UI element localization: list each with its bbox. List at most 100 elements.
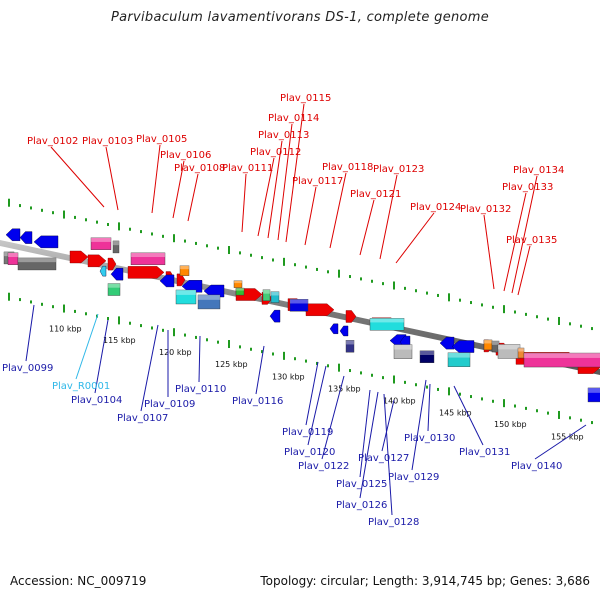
bottom-leader-line [534, 424, 587, 460]
top-leader-line [329, 172, 347, 249]
bottom-gene-label: Plav_0131 [459, 447, 510, 458]
top-gene-label: Plav_0133 [502, 182, 553, 193]
gene-features [3, 228, 600, 403]
top-leader-line [277, 123, 293, 241]
forward-gene-arrow [127, 266, 165, 279]
gene-box [233, 280, 243, 288]
map-title: Parvibaculum lavamentivorans DS-1, compl… [110, 10, 490, 25]
top-gene-label: Plav_0103 [82, 136, 133, 147]
forward-gene-arrow [305, 303, 335, 316]
tick-label: 130 kbp [272, 372, 305, 381]
top-leader-line [241, 173, 247, 233]
gene-box [483, 339, 493, 351]
bottom-leader-line [321, 375, 345, 460]
gene-box [197, 294, 221, 310]
gene-box [345, 340, 355, 353]
gene-box [393, 344, 413, 359]
gene-box [447, 352, 471, 367]
bottom-gene-label: Plav_R0001 [52, 381, 110, 392]
gene-box [90, 237, 112, 250]
bottom-gene-label: Plav_0122 [298, 461, 349, 472]
top-leader-line [151, 144, 161, 214]
reverse-gene-arrow [5, 228, 21, 241]
bottom-leader-line [25, 304, 35, 362]
bottom-gene-label: Plav_0120 [284, 447, 335, 458]
forward-gene-arrow [69, 250, 89, 264]
top-leader-line [304, 186, 317, 246]
bottom-leader-line [305, 361, 319, 426]
bottom-gene-label: Plav_0140 [511, 461, 562, 472]
top-leader-line [379, 174, 398, 260]
gene-box [179, 265, 190, 276]
top-gene-label: Plav_0135 [506, 235, 557, 246]
tick-label: 150 kbp [494, 420, 527, 429]
reverse-gene-arrow [329, 323, 339, 335]
gene-box [497, 344, 521, 359]
top-gene-label: Plav_0112 [250, 147, 301, 158]
gene-box [270, 291, 280, 303]
reverse-gene-arrow [33, 235, 59, 249]
top-gene-label: Plav_0106 [160, 150, 211, 161]
bottom-leader-line [359, 391, 379, 499]
bottom-leader-line [75, 313, 99, 380]
top-leader-line [172, 160, 185, 219]
top-gene-label: Plav_0108 [174, 163, 225, 174]
top-gene-label: Plav_0118 [322, 162, 373, 173]
reverse-gene-arrow [159, 274, 175, 288]
reverse-gene-arrow [339, 325, 349, 337]
top-leader-line [257, 157, 275, 237]
reverse-gene-arrow [203, 284, 225, 298]
top-gene-label: Plav_0121 [350, 189, 401, 200]
bottom-leader-line [198, 335, 201, 383]
bottom-leader-line [427, 383, 431, 432]
top-leader-line [511, 175, 538, 294]
reverse-gene-arrow [269, 309, 281, 323]
top-leader-line [483, 214, 495, 290]
bottom-gene-label: Plav_0126 [336, 500, 387, 511]
top-leader-line [285, 103, 305, 243]
accession-text: Accession: NC_009719 [10, 574, 147, 588]
reverse-gene-arrow [19, 231, 33, 244]
forward-gene-arrow [87, 254, 107, 268]
gene-box [112, 240, 120, 254]
bottom-gene-label: Plav_0125 [336, 479, 387, 490]
tick-label: 120 kbp [159, 348, 192, 357]
gene-box [107, 283, 121, 296]
bottom-gene-label: Plav_0104 [71, 395, 122, 406]
top-gene-label: Plav_0102 [27, 136, 78, 147]
top-gene-label: Plav_0111 [222, 163, 273, 174]
forward-gene-arrow [107, 257, 117, 271]
bottom-gene-label: Plav_0116 [232, 396, 283, 407]
top-gene-label: Plav_0114 [268, 113, 319, 124]
top-leader-line [517, 245, 531, 296]
top-gene-label: Plav_0134 [513, 165, 564, 176]
bottom-leader-line [140, 324, 159, 412]
bottom-gene-label: Plav_0109 [144, 399, 195, 410]
genome-summary-text: Topology: circular; Length: 3,914,745 bp… [260, 574, 590, 588]
reverse-gene-arrow [110, 267, 124, 281]
tick-label: 115 kbp [103, 336, 136, 345]
gene-box [587, 387, 600, 403]
reverse-gene-arrow [99, 265, 107, 277]
top-gene-label: Plav_0132 [460, 204, 511, 215]
gene-box [7, 252, 19, 265]
top-leader-line [187, 173, 199, 222]
bottom-gene-label: Plav_0130 [404, 433, 455, 444]
bottom-leader-line [411, 379, 427, 471]
tick-label: 125 kbp [215, 360, 248, 369]
top-gene-label: Plav_0117 [292, 176, 343, 187]
gene-box [235, 287, 245, 296]
gene-box [130, 252, 166, 266]
bottom-gene-label: Plav_0107 [117, 413, 168, 424]
bottom-leader-line [307, 365, 327, 446]
top-leader-line [50, 146, 105, 208]
top-gene-label: Plav_0123 [373, 164, 424, 175]
gene-box [289, 299, 309, 312]
top-gene-label: Plav_0113 [258, 130, 309, 141]
top-leader-line [503, 192, 527, 292]
bottom-leader-line [255, 345, 265, 395]
bottom-gene-label: Plav_0129 [388, 472, 439, 483]
forward-gene-arrow [345, 310, 357, 323]
